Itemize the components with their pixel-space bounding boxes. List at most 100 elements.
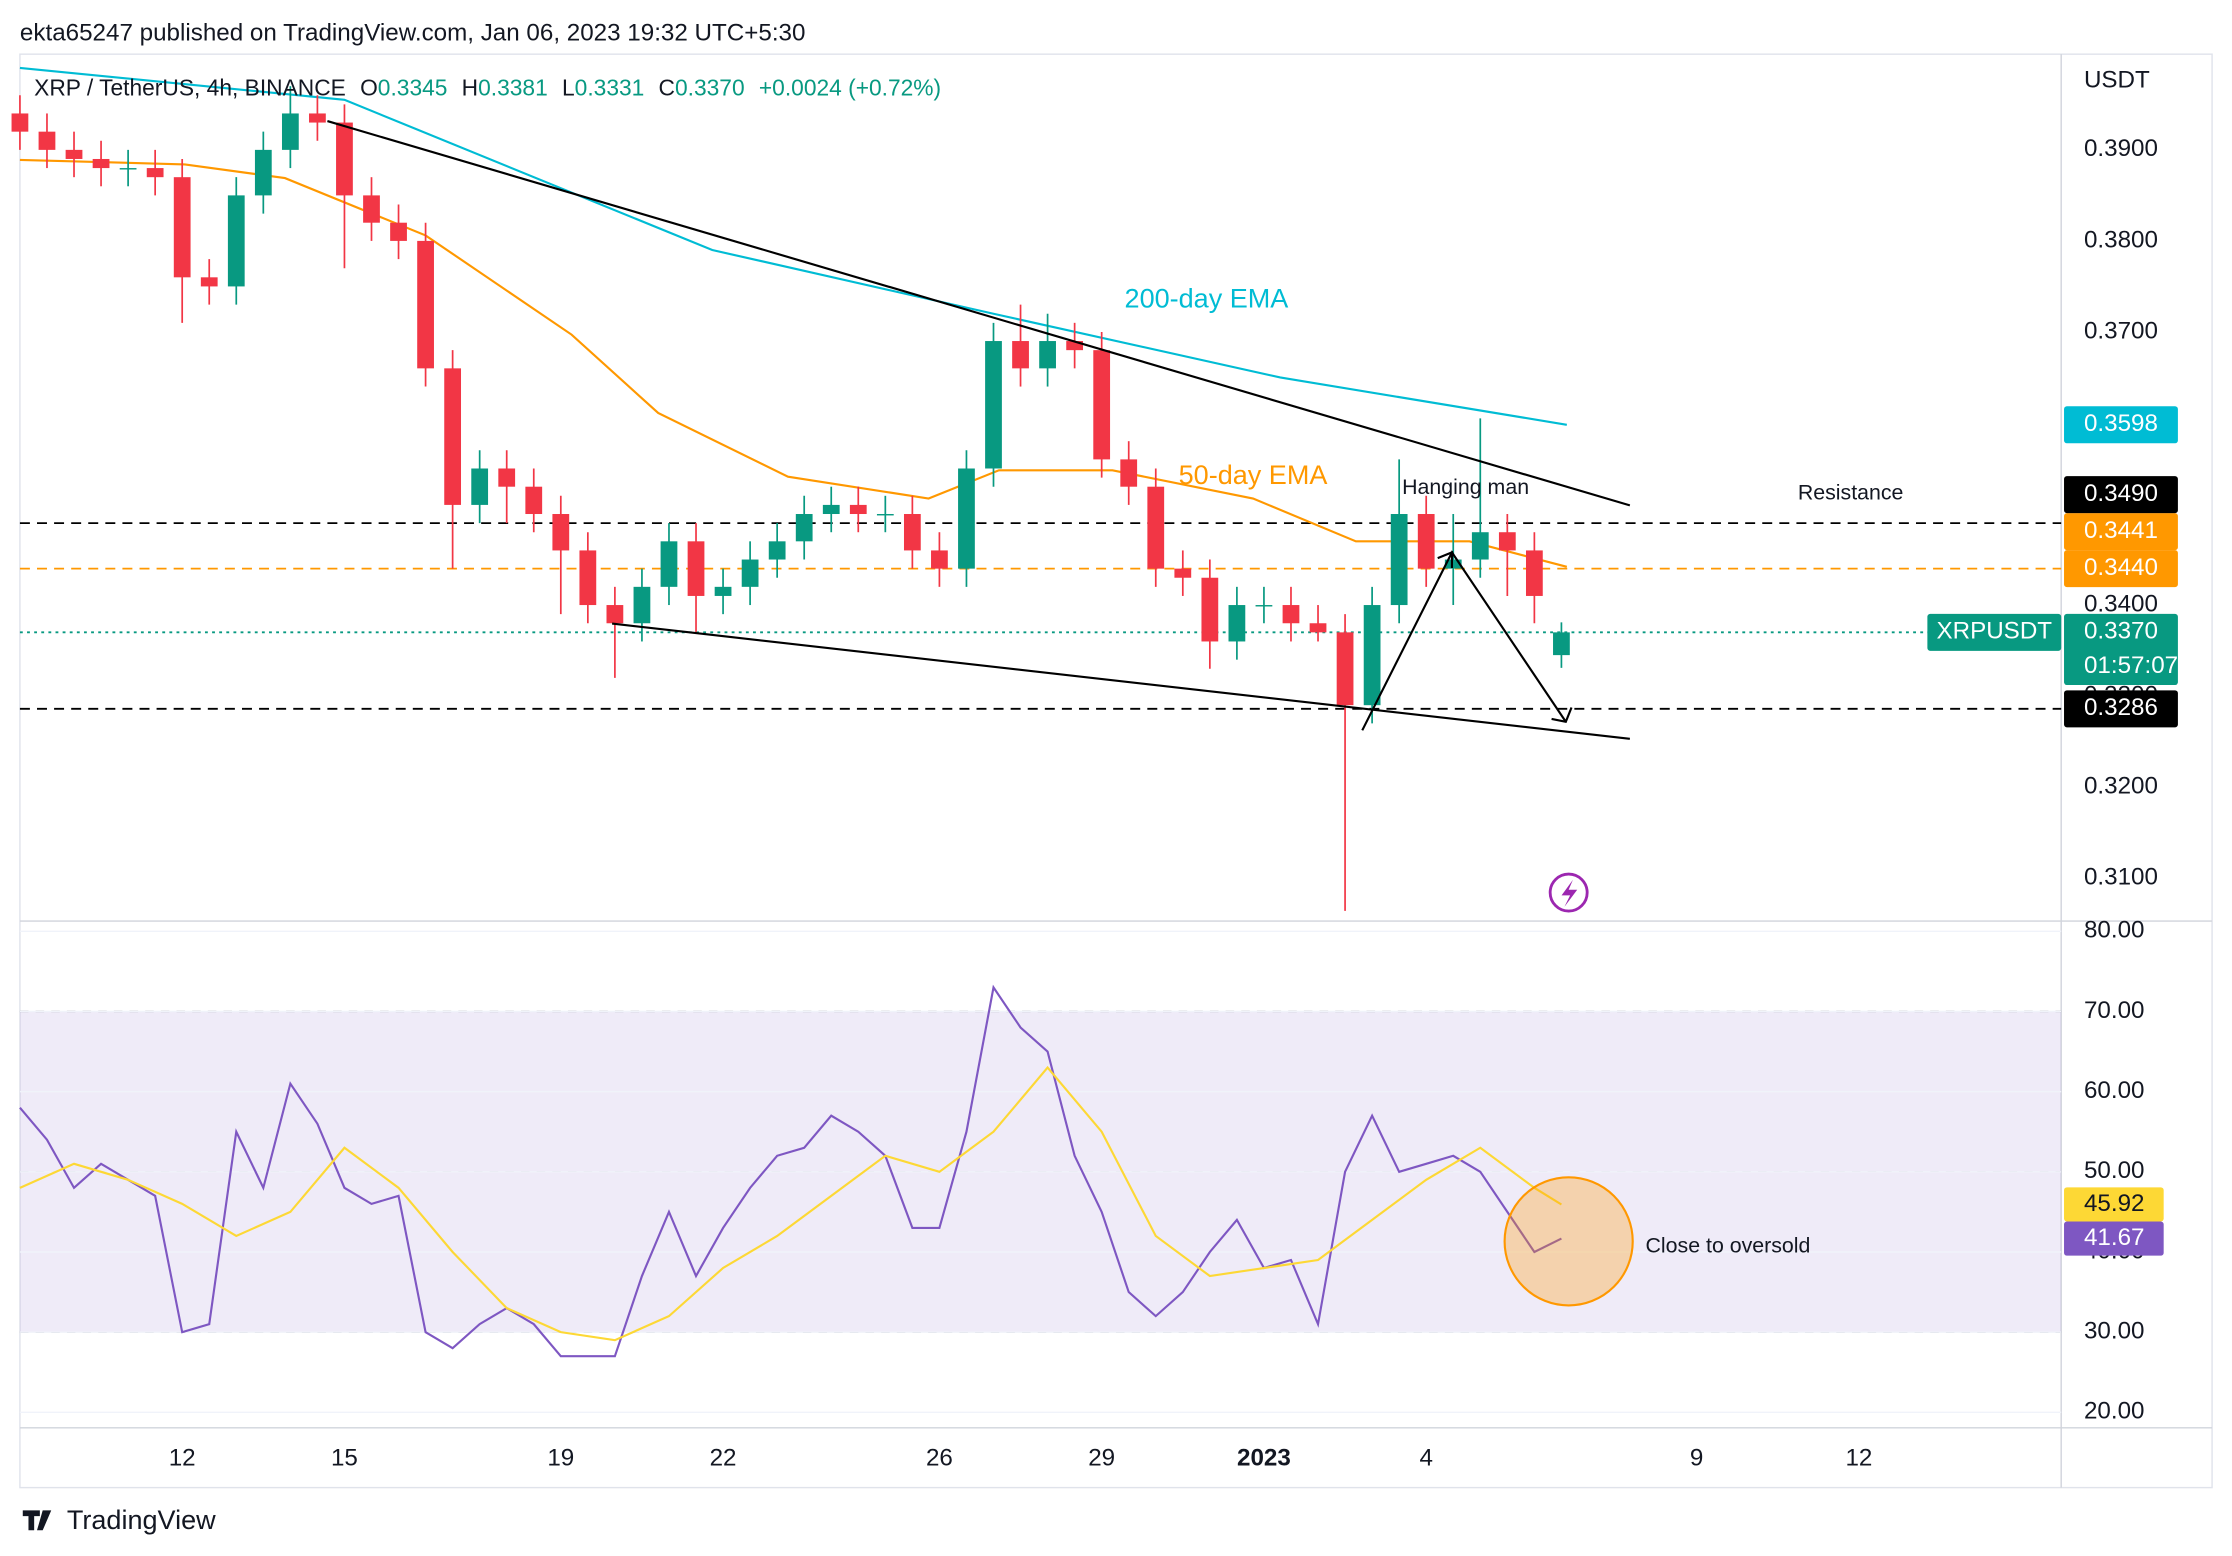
candle-body — [1498, 532, 1516, 551]
candle-body — [444, 368, 462, 505]
price-label-box — [2064, 406, 2178, 444]
candle-body — [687, 541, 705, 596]
candle-body — [633, 586, 651, 624]
y-tick-label: 0.3700 — [2084, 317, 2158, 344]
candle-body — [200, 277, 218, 287]
x-tick-label: 2023 — [1237, 1445, 1291, 1472]
candle-body — [38, 131, 56, 150]
annotation: Hanging man — [1402, 475, 1529, 499]
candle-body — [876, 514, 894, 516]
price-timer: 01:57:07 — [2084, 652, 2178, 679]
candle-body — [985, 341, 1002, 469]
line-series — [19, 984, 1562, 1358]
candle-body — [768, 541, 786, 560]
price-label: 0.3440 — [2084, 554, 2158, 581]
candle-body — [1228, 605, 1246, 642]
series-label: 200-day EMA — [1125, 284, 1289, 314]
y-tick-label: 80.00 — [2084, 917, 2145, 944]
symbol-tag: XRPUSDT — [1936, 618, 2052, 645]
brand-logo — [22, 1510, 52, 1531]
y-tick-label: 0.3400 — [2084, 590, 2158, 617]
arrow-head — [1551, 707, 1573, 723]
candle-body — [1417, 514, 1435, 569]
candle-body — [903, 514, 921, 551]
candle-body — [606, 605, 624, 624]
grid — [19, 930, 2062, 1414]
candle-body — [471, 468, 489, 505]
event-icon[interactable] — [1548, 872, 1589, 913]
x-tick-label: 15 — [331, 1445, 358, 1472]
symbol-tag-box — [1927, 613, 2062, 651]
symbol-line: XRP / TetherUS, 4h, BINANCE O0.3345 H0.338… — [34, 75, 941, 101]
x-tick-label: 22 — [710, 1445, 737, 1472]
candle-body — [1336, 632, 1354, 706]
candle-body — [1282, 605, 1300, 624]
ohlc-key: C — [659, 75, 675, 101]
event-bolt — [1561, 879, 1578, 907]
price-label-box — [2064, 550, 2178, 588]
candle-body — [119, 168, 137, 170]
price-label-box — [2064, 613, 2178, 686]
candle-body — [1255, 605, 1273, 607]
candle-body — [254, 149, 272, 196]
candle-body — [822, 504, 840, 515]
value-label: 45.92 — [2084, 1190, 2145, 1217]
candle-body — [1066, 341, 1084, 351]
candle-body — [552, 514, 570, 551]
x-tick-label: 4 — [1419, 1445, 1432, 1472]
candle-body — [1093, 350, 1111, 460]
annotation: Resistance — [1798, 481, 1904, 505]
candle-body — [1012, 341, 1029, 369]
brand: TradingView — [67, 1505, 216, 1535]
change: +0.0024 (+0.72%) — [759, 75, 941, 101]
value-label: 41.67 — [2084, 1224, 2145, 1251]
plot — [11, 66, 2062, 1358]
candle-body — [146, 168, 164, 178]
candle-body — [525, 486, 543, 515]
arrow-head — [1437, 550, 1454, 569]
y-tick-label: 60.00 — [2084, 1077, 2145, 1104]
candle-body — [1390, 514, 1408, 606]
y-tick-label: 0.3800 — [2084, 226, 2158, 253]
candle-body — [958, 468, 975, 569]
candle-body — [363, 195, 380, 223]
candle-body — [741, 559, 759, 587]
ohlc-value: 0.3381 — [478, 75, 548, 101]
price-label: 0.3490 — [2084, 480, 2158, 507]
candle-body — [498, 468, 516, 487]
price-label: 0.3598 — [2084, 410, 2158, 437]
price-label-box — [2064, 513, 2178, 551]
candle-body — [227, 195, 245, 287]
candle-body — [931, 550, 948, 569]
price-label-box — [2064, 476, 2178, 514]
candle-body — [1201, 577, 1219, 642]
candle-body — [1471, 532, 1489, 560]
ohlc-key: O — [360, 75, 378, 101]
y-tick-label: 50.00 — [2084, 1157, 2145, 1184]
candle-body — [1120, 459, 1138, 487]
symbol: XRP / TetherUS, 4h, BINANCE — [34, 75, 346, 101]
value-label-box — [2064, 1221, 2164, 1256]
candle-body — [281, 113, 299, 150]
ohlc-value: 0.3331 — [575, 75, 645, 101]
ohlc-key: H — [462, 75, 478, 101]
candle-body — [795, 514, 813, 542]
candle-body — [1309, 623, 1327, 633]
line-series — [19, 1065, 1562, 1342]
price-label-box — [2064, 690, 2178, 728]
candle-body — [1553, 632, 1570, 656]
candle-body — [92, 158, 110, 169]
price-label: 0.3441 — [2084, 517, 2158, 544]
ohlc-key: L — [562, 75, 575, 101]
frame — [19, 53, 2213, 1489]
candle-body — [336, 122, 353, 196]
x-tick-label: 9 — [1690, 1445, 1703, 1472]
x-tick-label: 12 — [1845, 1445, 1872, 1472]
price-label: 0.3286 — [2084, 694, 2158, 721]
ohlc-value: 0.3345 — [378, 75, 448, 101]
y-tick-label: 0.3200 — [2084, 773, 2158, 800]
